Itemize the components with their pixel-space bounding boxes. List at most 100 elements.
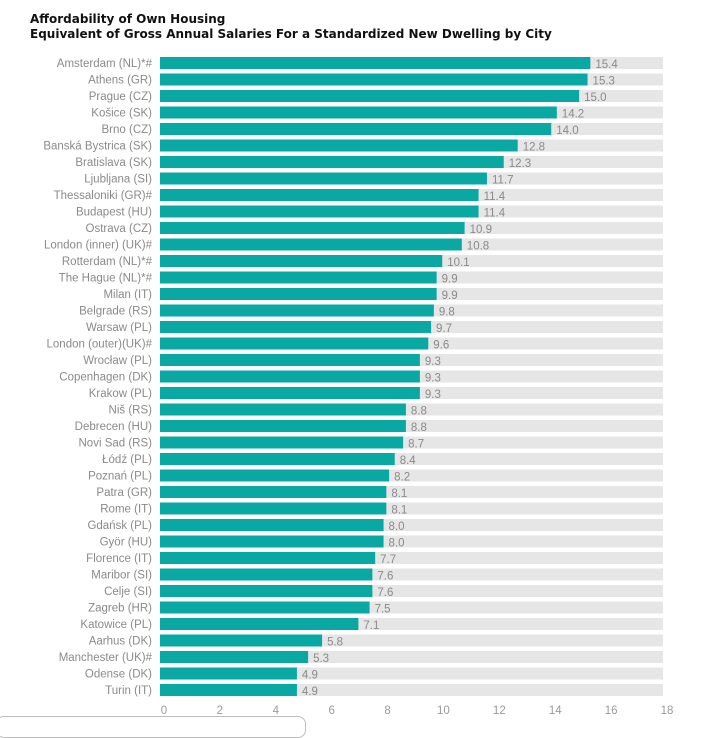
bar[interactable] — [160, 238, 462, 251]
bar-row: Manchester (UK)# 5.3 — [59, 651, 663, 665]
category-label: Brno (CZ) — [102, 124, 153, 136]
x-tick-label: 14 — [549, 705, 562, 717]
bar[interactable] — [160, 90, 580, 102]
bar[interactable] — [160, 387, 420, 399]
value-label: 4.9 — [302, 670, 318, 682]
bar[interactable] — [160, 651, 309, 663]
bar-row: Turin (IT) 4.9 — [105, 684, 663, 698]
bar[interactable] — [160, 288, 437, 300]
value-label: 12.8 — [523, 142, 545, 154]
category-label: Maribor (SI) — [91, 570, 152, 582]
category-label: Florence (IT) — [86, 553, 152, 565]
category-label: Banská Bystrica (SK) — [43, 141, 152, 153]
bar[interactable] — [160, 189, 479, 201]
value-label: 5.8 — [327, 637, 343, 649]
value-label: 10.8 — [467, 241, 489, 253]
bar[interactable] — [160, 123, 552, 135]
bar[interactable] — [160, 568, 373, 581]
bar[interactable] — [160, 222, 465, 234]
value-label: 8.1 — [391, 505, 407, 517]
bar[interactable] — [160, 172, 487, 185]
bar[interactable] — [160, 205, 479, 218]
bar[interactable] — [160, 618, 359, 630]
bar[interactable] — [160, 403, 406, 416]
bar[interactable] — [160, 601, 370, 614]
value-label: 15.3 — [593, 76, 615, 88]
x-tick-label: 12 — [493, 705, 506, 717]
bar-row: London (outer)(UK)# 9.6 — [47, 337, 663, 352]
value-label: 9.3 — [425, 373, 441, 385]
category-label: London (inner) (UK)# — [44, 240, 153, 252]
bar[interactable] — [160, 354, 420, 366]
value-label: 8.8 — [411, 422, 427, 434]
bar[interactable] — [160, 271, 437, 284]
bar-row: Ostrava (CZ) 10.9 — [86, 222, 663, 236]
category-label: Debrecen (HU) — [75, 421, 152, 433]
bar-row: Katowice (PL) 7.1 — [80, 618, 663, 632]
bar[interactable] — [160, 57, 591, 69]
value-label: 8.0 — [389, 521, 405, 533]
bar[interactable] — [160, 420, 406, 432]
bar[interactable] — [160, 370, 420, 383]
bar-rows: Amsterdam (NL)*# 15.4 Athens (GR) 15.3 Pragu… — [43, 57, 663, 698]
bar-row: Rome (IT) 8.1 — [100, 502, 663, 517]
category-label: Odense (DK) — [85, 669, 152, 681]
value-label: 14.0 — [556, 125, 578, 137]
category-label: Prague (CZ) — [89, 91, 152, 103]
category-label: Poznań (PL) — [88, 471, 152, 483]
bar-row: Gdańsk (PL) 8.0 — [87, 519, 663, 533]
bar-row: Maribor (SI) 7.6 — [91, 568, 663, 583]
bar-row: Łódź (PL) 8.4 — [102, 453, 663, 467]
category-label: Ljubljana (SI) — [84, 174, 152, 186]
bar-row: Bratislava (SK) 12.3 — [75, 156, 663, 170]
bar[interactable] — [160, 519, 384, 531]
bar[interactable] — [160, 502, 387, 515]
x-tick-label: 6 — [328, 705, 334, 717]
value-label: 8.7 — [408, 439, 424, 451]
bar[interactable] — [160, 684, 297, 696]
bar[interactable] — [160, 453, 395, 465]
category-label: Milan (IT) — [103, 289, 152, 301]
category-label: Turin (IT) — [105, 685, 152, 697]
bar[interactable] — [160, 486, 387, 498]
category-label: Krakow (PL) — [89, 388, 152, 400]
bar-row: Aarhus (DK) 5.8 — [89, 634, 663, 649]
value-label: 7.6 — [377, 571, 393, 583]
bar-row: Wrocław (PL) 9.3 — [83, 354, 663, 368]
bar[interactable] — [160, 321, 432, 333]
bar[interactable] — [160, 156, 504, 168]
bar[interactable] — [160, 139, 518, 152]
category-label: Košice (SK) — [91, 108, 152, 120]
bar-row: Rotterdam (NL)*# 10.1 — [62, 255, 663, 269]
bar[interactable] — [160, 304, 434, 317]
bar[interactable] — [160, 552, 376, 564]
category-label: Gdańsk (PL) — [87, 520, 152, 532]
bar[interactable] — [160, 337, 429, 350]
category-label: Niš (RS) — [109, 405, 153, 417]
category-label: Copenhagen (DK) — [59, 372, 152, 384]
bar[interactable] — [160, 73, 588, 86]
bar-row: Amsterdam (NL)*# 15.4 — [57, 57, 663, 71]
bar-row: Athens (GR) 15.3 — [88, 73, 663, 88]
bar[interactable] — [160, 106, 557, 119]
bar[interactable] — [160, 255, 443, 267]
category-label: London (outer)(UK)# — [47, 339, 153, 351]
bottom-panel-edge[interactable] — [0, 716, 306, 738]
category-label: Warsaw (PL) — [86, 322, 152, 334]
value-label: 9.8 — [439, 307, 455, 319]
bar[interactable] — [160, 469, 390, 482]
bar-row: Košice (SK) 14.2 — [91, 106, 663, 121]
value-label: 10.1 — [447, 257, 469, 269]
category-label: Athens (GR) — [88, 75, 152, 87]
category-label: Manchester (UK)# — [59, 652, 153, 664]
bar[interactable] — [160, 667, 297, 680]
bar[interactable] — [160, 585, 373, 597]
bar[interactable] — [160, 634, 323, 647]
bar-row: Celje (SI) 7.6 — [104, 585, 663, 599]
bar-row: Ljubljana (SI) 11.7 — [84, 172, 663, 187]
bar[interactable] — [160, 436, 404, 449]
bar-row: Florence (IT) 7.7 — [86, 552, 663, 566]
value-label: 10.9 — [470, 224, 492, 236]
bar[interactable] — [160, 535, 384, 548]
bar-row: Budapest (HU) 11.4 — [76, 205, 663, 220]
